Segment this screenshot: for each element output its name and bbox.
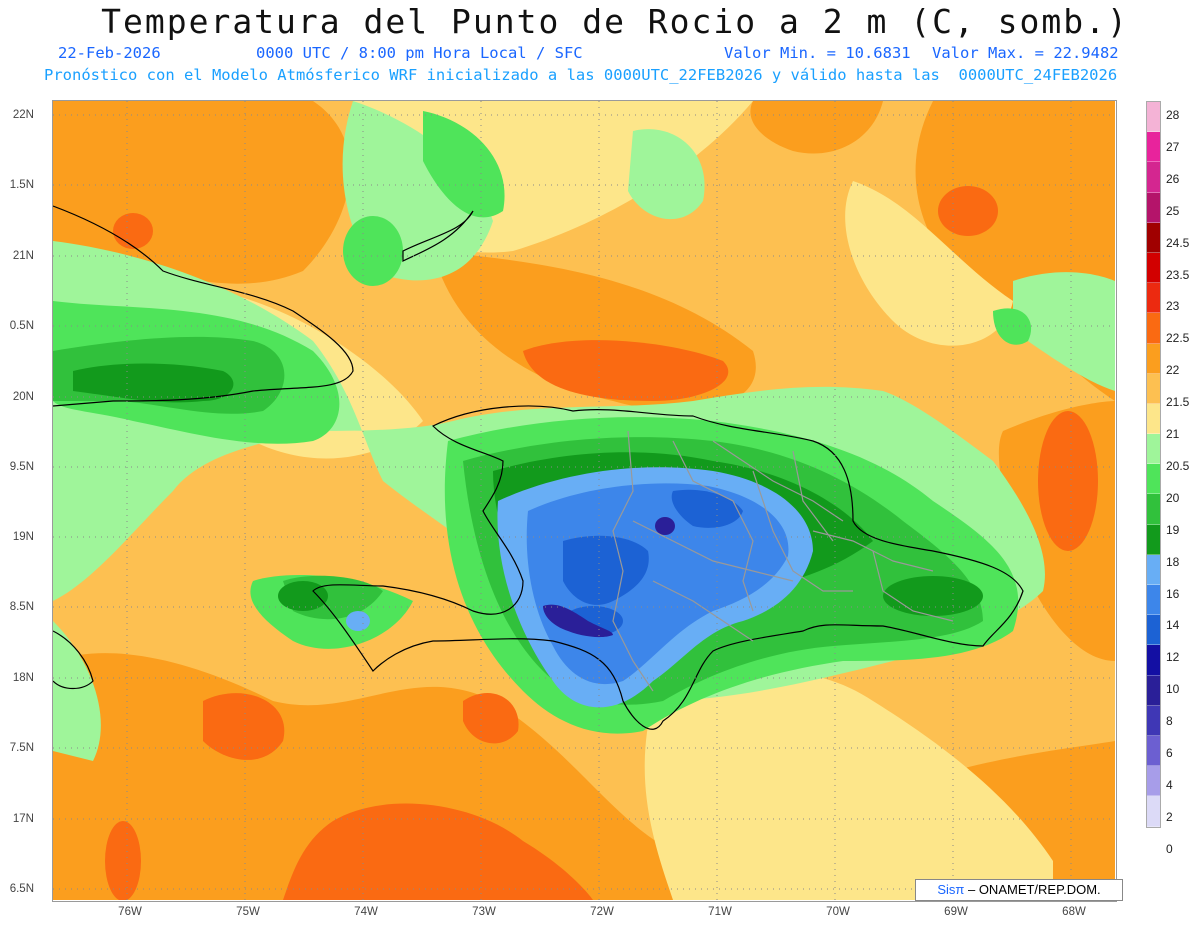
colorbar-label: 14 bbox=[1166, 618, 1180, 633]
lon-label: 71W bbox=[708, 906, 732, 918]
lat-label: 17N bbox=[12, 813, 34, 825]
colorbar-swatch bbox=[1147, 796, 1160, 827]
valid-date: 22-Feb-2026 bbox=[58, 44, 161, 62]
coastlines bbox=[53, 205, 1024, 730]
max-value: Valor Max. = 22.9482 bbox=[932, 44, 1119, 62]
colorbar-swatch bbox=[1147, 162, 1160, 193]
colorbar-label: 18 bbox=[1166, 554, 1180, 569]
colorbar-swatch bbox=[1147, 373, 1160, 404]
lon-label: 72W bbox=[590, 906, 614, 918]
colorbar-label: 24.5 bbox=[1166, 235, 1190, 250]
colorbar-swatch bbox=[1147, 766, 1160, 797]
colorbar-swatch bbox=[1147, 132, 1160, 163]
colorbar-label: 12 bbox=[1166, 650, 1180, 665]
colorbar-swatch bbox=[1147, 494, 1160, 525]
colorbar-label: 22.5 bbox=[1166, 331, 1190, 346]
colorbar-label: 16 bbox=[1166, 586, 1180, 601]
colorbar-label: 21.5 bbox=[1166, 395, 1190, 410]
lon-label: 73W bbox=[472, 906, 496, 918]
lat-label: 22N bbox=[12, 109, 34, 121]
colorbar-swatch bbox=[1147, 252, 1160, 284]
lat-label: 0.5N bbox=[9, 320, 34, 332]
lat-label: 21N bbox=[12, 250, 34, 262]
colorbar-label: 0 bbox=[1166, 841, 1173, 856]
chart-title: Temperatura del Punto de Rocio a 2 m (C,… bbox=[101, 2, 1129, 41]
colorbar-swatch bbox=[1147, 645, 1160, 676]
colorbar-swatch bbox=[1147, 735, 1160, 767]
lat-label: 6.5N bbox=[9, 883, 34, 895]
lat-label: 1.5N bbox=[9, 179, 34, 191]
colorbar-label: 23.5 bbox=[1166, 267, 1190, 282]
colorbar-swatch bbox=[1147, 222, 1160, 253]
colorbar-swatch bbox=[1147, 675, 1160, 706]
colorbar-label: 20.5 bbox=[1166, 458, 1190, 473]
model-info: Pronóstico con el Modelo Atmósferico WRF… bbox=[44, 66, 1118, 84]
lon-label: 74W bbox=[354, 906, 378, 918]
colorbar-label: 19 bbox=[1166, 522, 1180, 537]
lon-label: 75W bbox=[236, 906, 260, 918]
lat-label: 18N bbox=[12, 672, 34, 684]
lat-label: 19N bbox=[12, 531, 34, 543]
colorbar-swatch bbox=[1147, 102, 1160, 133]
colorbar-label: 4 bbox=[1166, 777, 1173, 792]
lon-label: 68W bbox=[1062, 906, 1086, 918]
colorbar-swatch bbox=[1147, 313, 1160, 344]
map-plot bbox=[53, 101, 1115, 900]
colorbar-label: 22 bbox=[1166, 363, 1180, 378]
colorbar-swatch bbox=[1147, 192, 1160, 223]
colorbar-swatch bbox=[1147, 403, 1160, 435]
lon-label: 70W bbox=[826, 906, 850, 918]
colorbar-label: 8 bbox=[1166, 714, 1173, 729]
min-value: Valor Min. = 10.6831 bbox=[724, 44, 911, 62]
colorbar-swatch bbox=[1147, 434, 1160, 465]
province-borders bbox=[612, 430, 954, 692]
colorbar-swatch bbox=[1147, 615, 1160, 646]
field-10 bbox=[543, 517, 675, 638]
colorbar bbox=[1146, 101, 1161, 828]
credit-box: Sisπ – ONAMET/REP.DOM. bbox=[915, 879, 1123, 901]
colorbar-label: 20 bbox=[1166, 490, 1180, 505]
lat-label: 7.5N bbox=[9, 742, 34, 754]
colorbar-label: 6 bbox=[1166, 746, 1173, 760]
colorbar-label: 25 bbox=[1166, 203, 1180, 218]
colorbar-label: 23 bbox=[1166, 299, 1180, 314]
lat-label: 8.5N bbox=[9, 601, 34, 613]
colorbar-label: 27 bbox=[1166, 139, 1180, 154]
field-12 bbox=[563, 489, 743, 636]
valid-time: 0000 UTC / 8:00 pm Hora Local / SFC bbox=[256, 44, 583, 62]
colorbar-label: 10 bbox=[1166, 682, 1180, 697]
colorbar-swatch bbox=[1147, 464, 1160, 495]
colorbar-swatch bbox=[1147, 705, 1160, 736]
colorbar-swatch bbox=[1147, 554, 1160, 585]
colorbar-swatch bbox=[1147, 524, 1160, 555]
lon-label: 76W bbox=[118, 906, 142, 918]
colorbar-swatch bbox=[1147, 283, 1160, 314]
colorbar-swatch bbox=[1147, 343, 1160, 374]
credit-text: – ONAMET/REP.DOM. bbox=[964, 882, 1101, 897]
colorbar-label: 26 bbox=[1166, 171, 1180, 186]
colorbar-label: 2 bbox=[1166, 809, 1173, 824]
colorbar-label: 21 bbox=[1166, 427, 1180, 441]
lon-label: 69W bbox=[944, 906, 968, 918]
lat-label: 9.5N bbox=[9, 461, 34, 473]
lat-label: 20N bbox=[12, 391, 34, 403]
colorbar-label: 28 bbox=[1166, 108, 1180, 122]
sisp-logo: Sisπ bbox=[937, 882, 965, 897]
dewpoint-map bbox=[53, 101, 1115, 900]
colorbar-swatch bbox=[1147, 585, 1160, 616]
